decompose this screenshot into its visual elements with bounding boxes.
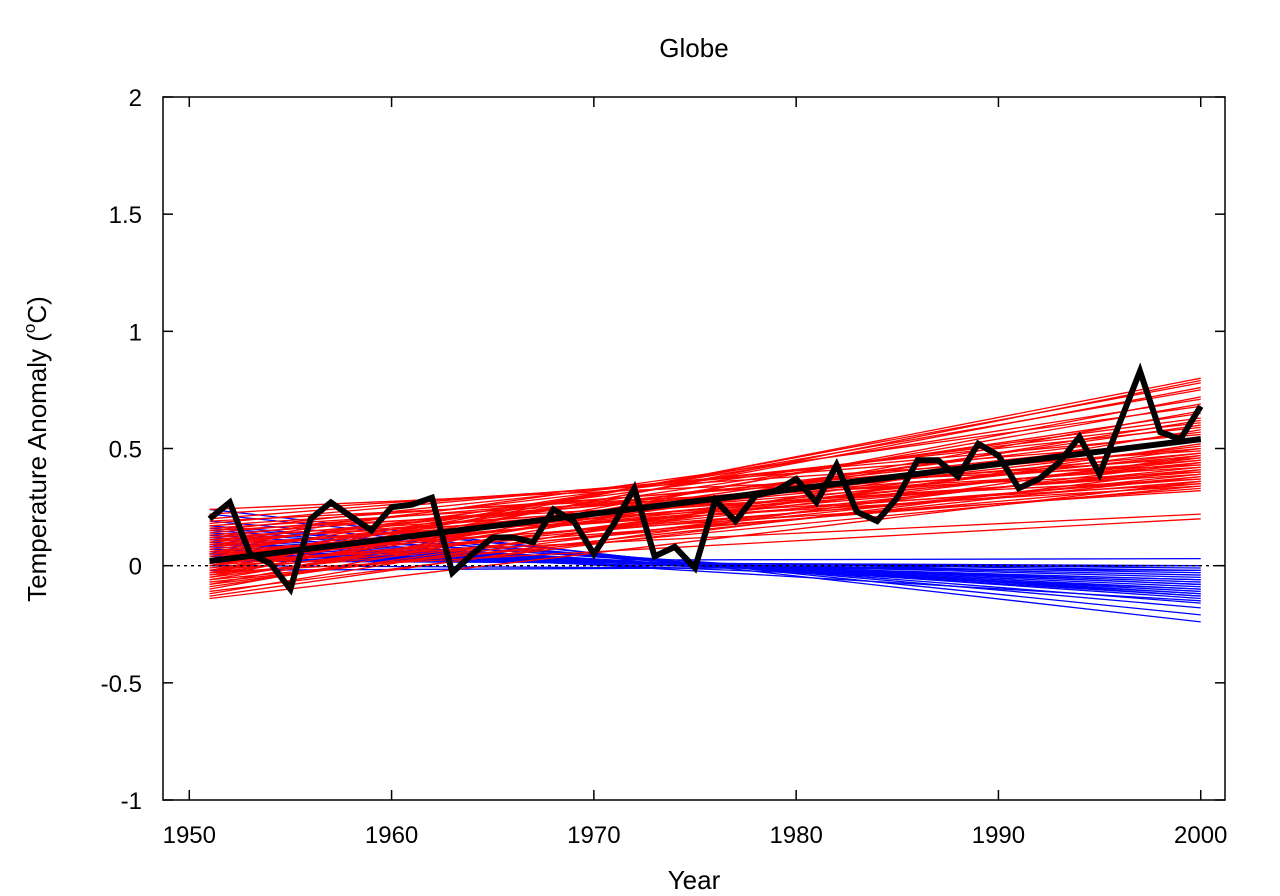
warming-trend-line	[209, 433, 1201, 525]
x-tick-label: 1970	[567, 822, 620, 849]
y-tick-label: 0	[129, 554, 142, 581]
warming-trend-lines	[209, 377, 1201, 600]
y-axis-label-suffix: C)	[22, 296, 52, 323]
y-tick-label: 0.5	[109, 437, 142, 464]
warming-trend-line	[209, 440, 1201, 520]
y-tick-label: 1	[129, 319, 142, 346]
warming-trend-line	[209, 403, 1201, 576]
observed-trend-line	[209, 436, 1202, 564]
y-axis-ticks: -1 -0.5 0 0.5 1 1.5 2	[101, 85, 1225, 815]
warming-trend-line	[209, 405, 1201, 543]
y-axis-label-prefix: Temperature Anomaly (	[22, 333, 52, 602]
warming-trend-line	[209, 518, 1201, 574]
y-tick-label: -0.5	[101, 671, 142, 698]
warming-trend-line	[209, 447, 1201, 534]
y-tick-label: 2	[129, 85, 142, 112]
y-tick-label: -1	[121, 788, 142, 815]
warming-trend-line	[209, 464, 1201, 511]
x-tick-label: 1950	[163, 822, 216, 849]
y-tick-label: 1.5	[109, 202, 142, 229]
x-tick-label: 1960	[365, 822, 418, 849]
x-axis-label: Year	[668, 865, 721, 895]
cooling-trend-line	[209, 541, 1201, 602]
warming-trend-line	[209, 389, 1201, 562]
warming-trend-line	[209, 478, 1201, 532]
x-axis-ticks: 1950 1960 1970 1980 1990 2000	[163, 97, 1227, 849]
warming-trend-line	[209, 480, 1201, 560]
y-axis-label-degree: o	[20, 324, 39, 333]
cooling-trend-line	[209, 557, 1201, 562]
x-tick-label: 2000	[1174, 822, 1227, 849]
y-axis-label: Temperature Anomaly (oC)	[20, 296, 52, 602]
observed-series	[207, 362, 1204, 596]
observed-temperature-line	[207, 362, 1204, 596]
warming-trend-line	[209, 485, 1201, 546]
x-tick-label: 1980	[769, 822, 822, 849]
chart-title: Globe	[659, 33, 728, 63]
warming-trend-line	[209, 457, 1201, 527]
x-tick-label: 1990	[972, 822, 1025, 849]
cooling-trend-line	[209, 565, 1201, 572]
